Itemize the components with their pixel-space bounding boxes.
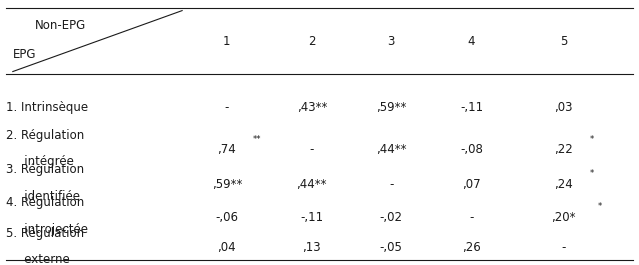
Text: ,59**: ,59** — [376, 101, 406, 114]
Text: -: - — [470, 211, 473, 224]
Text: -: - — [562, 241, 566, 254]
Text: introjectée: introjectée — [13, 223, 88, 236]
Text: ,44**: ,44** — [296, 178, 327, 191]
Text: intégrée: intégrée — [13, 155, 73, 168]
Text: Non-EPG: Non-EPG — [35, 19, 86, 32]
Text: *: * — [590, 169, 594, 178]
Text: *: * — [597, 202, 602, 211]
Text: -,11: -,11 — [460, 101, 483, 114]
Text: 5. Régulation: 5. Régulation — [6, 227, 84, 240]
Text: -,02: -,02 — [380, 211, 403, 224]
Text: externe: externe — [13, 253, 70, 265]
Text: 1: 1 — [223, 34, 231, 48]
Text: ,04: ,04 — [217, 241, 236, 254]
Text: -: - — [389, 178, 393, 191]
Text: *: * — [590, 135, 594, 144]
Text: -,08: -,08 — [460, 143, 483, 156]
Text: ,13: ,13 — [302, 241, 321, 254]
Text: -,11: -,11 — [300, 211, 323, 224]
Text: ,59**: ,59** — [212, 178, 242, 191]
Text: ,07: ,07 — [462, 178, 481, 191]
Text: ,22: ,22 — [554, 143, 573, 156]
Text: ,44**: ,44** — [376, 143, 406, 156]
Text: 3: 3 — [387, 34, 395, 48]
Text: ,20*: ,20* — [551, 211, 576, 224]
Text: ,74: ,74 — [217, 143, 236, 156]
Text: ,26: ,26 — [462, 241, 481, 254]
Text: -: - — [225, 101, 229, 114]
Text: -: - — [310, 143, 314, 156]
Text: ,03: ,03 — [555, 101, 573, 114]
Text: identifiée: identifiée — [13, 189, 80, 203]
Text: -,06: -,06 — [215, 211, 238, 224]
Text: 4. Régulation: 4. Régulation — [6, 196, 84, 209]
Text: 3. Régulation: 3. Régulation — [6, 163, 84, 176]
Text: EPG: EPG — [13, 48, 36, 61]
Text: 5: 5 — [560, 34, 567, 48]
Text: **: ** — [253, 135, 261, 144]
Text: 2: 2 — [308, 34, 316, 48]
Text: 4: 4 — [468, 34, 475, 48]
Text: -,05: -,05 — [380, 241, 403, 254]
Text: ,43**: ,43** — [296, 101, 327, 114]
Text: 1. Intrinsèque: 1. Intrinsèque — [6, 101, 89, 114]
Text: ,24: ,24 — [554, 178, 573, 191]
Text: 2. Régulation: 2. Régulation — [6, 129, 84, 142]
